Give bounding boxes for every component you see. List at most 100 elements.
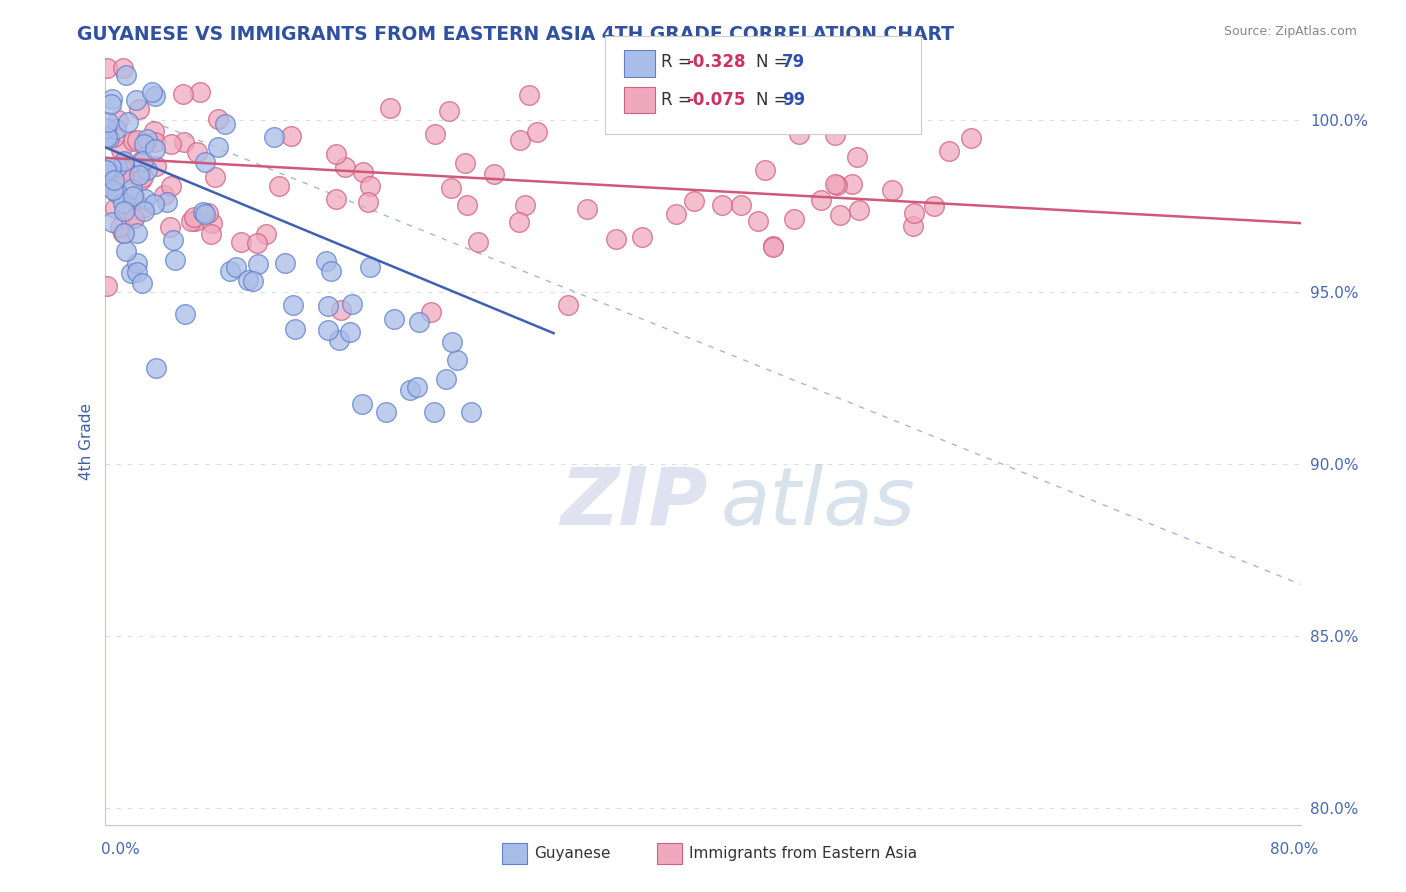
Point [107, 113, 129, 128]
Point [100, 214, 122, 228]
Point [682, 194, 704, 208]
Point [281, 297, 304, 311]
Point [280, 128, 302, 143]
Point [165, 252, 187, 267]
Point [315, 254, 337, 268]
Point [121, 182, 143, 196]
Point [922, 199, 945, 213]
Point [141, 85, 163, 99]
Point [938, 144, 960, 158]
Point [711, 197, 734, 211]
Point [132, 153, 155, 168]
Point [96, 62, 118, 76]
Point [125, 93, 148, 107]
Point [96, 130, 118, 145]
Point [188, 86, 211, 100]
Text: 99: 99 [782, 91, 806, 109]
Point [207, 112, 229, 127]
Point [183, 210, 205, 224]
Point [783, 211, 806, 226]
Point [186, 145, 208, 159]
Point [482, 167, 505, 181]
Point [122, 189, 145, 203]
Point [754, 162, 776, 177]
Point [104, 185, 127, 199]
Text: R =: R = [661, 91, 697, 109]
Point [810, 193, 832, 207]
Point [112, 226, 135, 240]
Point [730, 198, 752, 212]
Point [605, 231, 627, 245]
Point [880, 182, 903, 196]
Point [121, 188, 143, 202]
Point [103, 172, 125, 186]
Point [101, 92, 124, 106]
Point [204, 170, 226, 185]
Point [105, 160, 128, 174]
Point [112, 163, 135, 178]
Point [159, 220, 181, 235]
Y-axis label: 4th Grade: 4th Grade [79, 403, 94, 480]
Point [747, 214, 769, 228]
Point [183, 213, 205, 227]
Point [325, 192, 347, 206]
Point [194, 207, 217, 221]
Point [96, 163, 118, 178]
Point [105, 186, 128, 201]
Point [200, 227, 222, 241]
Point [112, 153, 135, 168]
Point [328, 333, 350, 347]
Point [557, 298, 579, 312]
Point [122, 211, 145, 226]
Point [422, 405, 444, 419]
Point [517, 88, 540, 103]
Point [513, 198, 536, 212]
Text: R =: R = [661, 54, 697, 71]
Point [111, 62, 134, 76]
Point [160, 137, 183, 152]
Point [236, 273, 259, 287]
Point [201, 216, 224, 230]
Point [526, 125, 548, 139]
Point [160, 178, 183, 193]
Text: 80.0%: 80.0% [1271, 842, 1319, 856]
Point [127, 265, 149, 279]
Point [335, 160, 357, 174]
Point [762, 239, 785, 253]
Point [456, 197, 478, 211]
Point [112, 169, 135, 183]
Point [131, 276, 153, 290]
Point [441, 335, 464, 350]
Point [263, 129, 285, 144]
Point [96, 121, 118, 136]
Point [800, 85, 823, 99]
Point [128, 103, 150, 117]
Point [848, 203, 870, 218]
Point [131, 169, 153, 184]
Point [110, 220, 132, 235]
Point [824, 177, 846, 191]
Point [112, 155, 135, 169]
Point [575, 202, 598, 216]
Point [214, 118, 236, 132]
Point [903, 219, 925, 233]
Point [408, 315, 430, 329]
Point [194, 155, 217, 169]
Text: Source: ZipAtlas.com: Source: ZipAtlas.com [1223, 25, 1357, 38]
Point [825, 178, 848, 193]
Point [340, 297, 363, 311]
Point [339, 325, 361, 339]
Text: -0.328: -0.328 [686, 54, 745, 71]
Point [132, 202, 155, 216]
Text: Guyanese: Guyanese [534, 847, 610, 861]
Point [120, 266, 142, 280]
Text: N =: N = [756, 91, 793, 109]
Point [219, 264, 242, 278]
Point [420, 305, 443, 319]
Point [437, 104, 460, 119]
Point [97, 115, 120, 129]
Point [357, 194, 380, 209]
Point [142, 124, 165, 138]
Point [135, 163, 157, 178]
Text: GUYANESE VS IMMIGRANTS FROM EASTERN ASIA 4TH GRADE CORRELATION CHART: GUYANESE VS IMMIGRANTS FROM EASTERN ASIA… [77, 25, 955, 44]
